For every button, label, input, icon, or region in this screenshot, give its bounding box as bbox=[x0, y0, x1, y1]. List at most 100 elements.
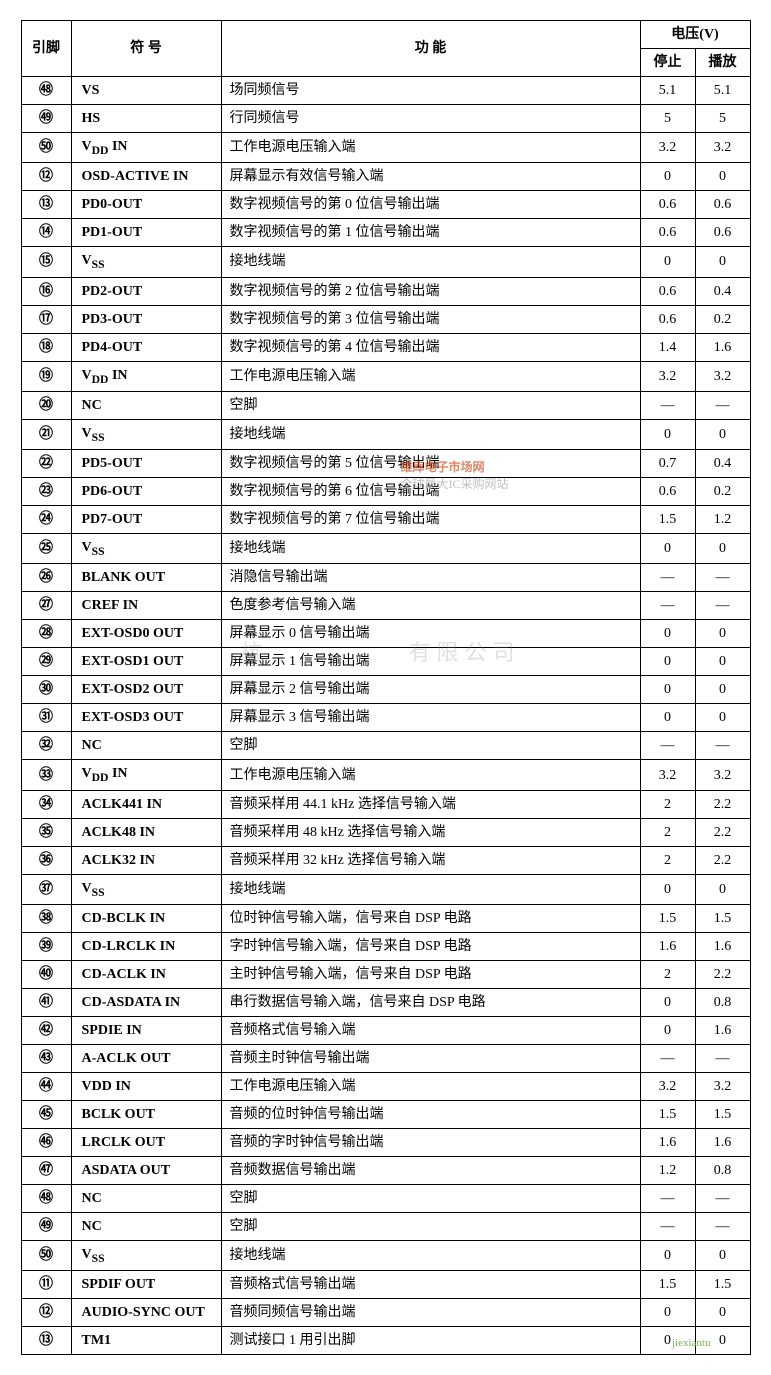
cell-pin: ㉜ bbox=[21, 732, 71, 760]
cell-symbol: VSS bbox=[71, 1241, 221, 1271]
cell-voltage-play: 3.2 bbox=[695, 1073, 750, 1101]
cell-pin: ㉝ bbox=[21, 760, 71, 790]
cell-function: 数字视频信号的第 7 位信号输出端 bbox=[221, 506, 640, 534]
cell-symbol: VDD IN bbox=[71, 361, 221, 391]
cell-voltage-stop: — bbox=[640, 1185, 695, 1213]
table-row: ㉝VDD IN工作电源电压输入端3.23.2 bbox=[21, 760, 750, 790]
cell-voltage-play: 0 bbox=[695, 676, 750, 704]
cell-function: 屏幕显示 1 信号输出端 bbox=[221, 648, 640, 676]
cell-voltage-stop: 0.7 bbox=[640, 450, 695, 478]
table-row: ㊶CD-ASDATA IN串行数据信号输入端，信号来自 DSP 电路00.8 bbox=[21, 989, 750, 1017]
table-row: ㉘EXT-OSD0 OUT屏幕显示 0 信号输出端00 bbox=[21, 620, 750, 648]
cell-symbol: ASDATA OUT bbox=[71, 1157, 221, 1185]
table-row: ⑪SPDIF OUT音频格式信号输出端1.51.5 bbox=[21, 1271, 750, 1299]
cell-function: 工作电源电压输入端 bbox=[221, 760, 640, 790]
cell-pin: ㊾ bbox=[21, 1213, 71, 1241]
cell-function: 空脚 bbox=[221, 732, 640, 760]
cell-voltage-play: — bbox=[695, 1185, 750, 1213]
cell-function: 接地线端 bbox=[221, 534, 640, 564]
cell-pin: ㉖ bbox=[21, 564, 71, 592]
table-row: ⑮VSS接地线端00 bbox=[21, 247, 750, 277]
table-row: ㊹VDD IN工作电源电压输入端3.23.2 bbox=[21, 1073, 750, 1101]
cell-voltage-stop: 5.1 bbox=[640, 77, 695, 105]
cell-function: 音频采样用 48 kHz 选择信号输入端 bbox=[221, 818, 640, 846]
cell-pin: ⑫ bbox=[21, 163, 71, 191]
cell-voltage-stop: 1.6 bbox=[640, 933, 695, 961]
table-row: ㊺BCLK OUT音频的位时钟信号输出端1.51.5 bbox=[21, 1101, 750, 1129]
cell-pin: ㊷ bbox=[21, 1017, 71, 1045]
cell-function: 串行数据信号输入端，信号来自 DSP 电路 bbox=[221, 989, 640, 1017]
table-row: ㉜NC空脚—— bbox=[21, 732, 750, 760]
cell-voltage-play: 1.6 bbox=[695, 933, 750, 961]
cell-pin: ㉑ bbox=[21, 419, 71, 449]
header-function: 功 能 bbox=[221, 21, 640, 77]
cell-pin: ㉘ bbox=[21, 620, 71, 648]
cell-function: 主时钟信号输入端，信号来自 DSP 电路 bbox=[221, 961, 640, 989]
cell-pin: ㊼ bbox=[21, 1157, 71, 1185]
cell-pin: ⑬ bbox=[21, 1327, 71, 1355]
cell-function: 音频格式信号输入端 bbox=[221, 1017, 640, 1045]
cell-pin: ㊽ bbox=[21, 1185, 71, 1213]
table-row: ㉓PD6-OUT数字视频信号的第 6 位信号输出端0.60.2 bbox=[21, 478, 750, 506]
cell-symbol: VSS bbox=[71, 874, 221, 904]
cell-voltage-stop: 0.6 bbox=[640, 478, 695, 506]
cell-pin: ㉟ bbox=[21, 818, 71, 846]
cell-symbol: PD6-OUT bbox=[71, 478, 221, 506]
cell-symbol: VDD IN bbox=[71, 760, 221, 790]
cell-pin: ㉛ bbox=[21, 704, 71, 732]
cell-symbol: LRCLK OUT bbox=[71, 1129, 221, 1157]
cell-pin: ⑮ bbox=[21, 247, 71, 277]
cell-voltage-play: — bbox=[695, 564, 750, 592]
cell-function: 音频采样用 44.1 kHz 选择信号输入端 bbox=[221, 790, 640, 818]
cell-voltage-stop: — bbox=[640, 592, 695, 620]
cell-pin: ㊾ bbox=[21, 105, 71, 133]
cell-symbol: NC bbox=[71, 391, 221, 419]
cell-function: 消隐信号输出端 bbox=[221, 564, 640, 592]
cell-symbol: PD0-OUT bbox=[71, 191, 221, 219]
cell-symbol: CD-BCLK IN bbox=[71, 905, 221, 933]
cell-function: 数字视频信号的第 1 位信号输出端 bbox=[221, 219, 640, 247]
table-row: ㊱ACLK32 IN音频采样用 32 kHz 选择信号输入端22.2 bbox=[21, 846, 750, 874]
table-row: ㉛EXT-OSD3 OUT屏幕显示 3 信号输出端00 bbox=[21, 704, 750, 732]
cell-symbol: VDD IN bbox=[71, 133, 221, 163]
cell-voltage-stop: 0 bbox=[640, 1241, 695, 1271]
cell-function: 空脚 bbox=[221, 1213, 640, 1241]
cell-voltage-stop: 0 bbox=[640, 989, 695, 1017]
table-row: ㉒PD5-OUT数字视频信号的第 5 位信号输出端0.70.4 bbox=[21, 450, 750, 478]
table-row: ㊻LRCLK OUT音频的字时钟信号输出端1.61.6 bbox=[21, 1129, 750, 1157]
cell-symbol: BCLK OUT bbox=[71, 1101, 221, 1129]
cell-voltage-stop: 1.4 bbox=[640, 333, 695, 361]
cell-pin: ㊵ bbox=[21, 961, 71, 989]
cell-symbol: EXT-OSD2 OUT bbox=[71, 676, 221, 704]
cell-voltage-play: 1.6 bbox=[695, 333, 750, 361]
cell-function: 数字视频信号的第 3 位信号输出端 bbox=[221, 305, 640, 333]
table-row: ⑲VDD IN工作电源电压输入端3.23.2 bbox=[21, 361, 750, 391]
cell-voltage-stop: — bbox=[640, 1213, 695, 1241]
cell-function: 场同频信号 bbox=[221, 77, 640, 105]
table-row: ⑫OSD-ACTIVE IN屏幕显示有效信号输入端00 bbox=[21, 163, 750, 191]
cell-voltage-play: 0 bbox=[695, 1299, 750, 1327]
cell-symbol: VDD IN bbox=[71, 1073, 221, 1101]
table-row: ⑬PD0-OUT数字视频信号的第 0 位信号输出端0.60.6 bbox=[21, 191, 750, 219]
cell-voltage-play: 0 bbox=[695, 534, 750, 564]
cell-voltage-play: 0.4 bbox=[695, 450, 750, 478]
cell-symbol: CD-LRCLK IN bbox=[71, 933, 221, 961]
cell-pin: ㊸ bbox=[21, 1045, 71, 1073]
cell-voltage-stop: 0 bbox=[640, 676, 695, 704]
cell-pin: ㉚ bbox=[21, 676, 71, 704]
cell-function: 屏幕显示 0 信号输出端 bbox=[221, 620, 640, 648]
cell-voltage-play: — bbox=[695, 732, 750, 760]
cell-voltage-stop: 0 bbox=[640, 704, 695, 732]
table-row: ㊸A-ACLK OUT音频主时钟信号输出端—— bbox=[21, 1045, 750, 1073]
header-play: 播放 bbox=[695, 49, 750, 77]
table-row: ⑫AUDIO-SYNC OUT音频同频信号输出端00 bbox=[21, 1299, 750, 1327]
cell-voltage-play: 0.8 bbox=[695, 1157, 750, 1185]
cell-voltage-play: 3.2 bbox=[695, 760, 750, 790]
cell-pin: ㉔ bbox=[21, 506, 71, 534]
cell-pin: ㊱ bbox=[21, 846, 71, 874]
cell-voltage-play: 0 bbox=[695, 874, 750, 904]
header-pin: 引脚 bbox=[21, 21, 71, 77]
cell-function: 位时钟信号输入端，信号来自 DSP 电路 bbox=[221, 905, 640, 933]
cell-voltage-play: 0.2 bbox=[695, 305, 750, 333]
pin-table: 引脚 符 号 功 能 电压(V) 停止 播放 ㊽VS场同频信号5.15.1㊾HS… bbox=[21, 20, 751, 1355]
